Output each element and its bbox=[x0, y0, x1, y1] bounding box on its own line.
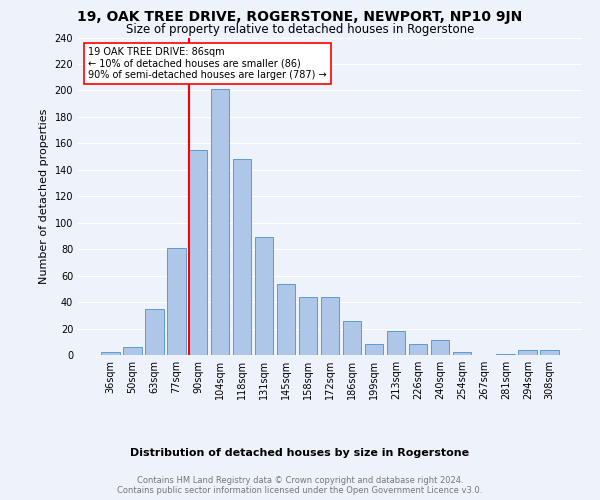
Text: 19 OAK TREE DRIVE: 86sqm
← 10% of detached houses are smaller (86)
90% of semi-d: 19 OAK TREE DRIVE: 86sqm ← 10% of detach… bbox=[88, 47, 327, 80]
Bar bbox=[255, 238, 274, 355]
Bar bbox=[277, 284, 295, 355]
Bar bbox=[518, 350, 537, 355]
Bar bbox=[365, 344, 383, 355]
Y-axis label: Number of detached properties: Number of detached properties bbox=[39, 108, 49, 284]
Bar bbox=[101, 352, 119, 355]
Text: Size of property relative to detached houses in Rogerstone: Size of property relative to detached ho… bbox=[126, 22, 474, 36]
Bar bbox=[431, 340, 449, 355]
Text: Contains HM Land Registry data © Crown copyright and database right 2024.: Contains HM Land Registry data © Crown c… bbox=[137, 476, 463, 485]
Bar bbox=[386, 331, 405, 355]
Bar bbox=[167, 248, 185, 355]
Bar bbox=[211, 89, 229, 355]
Text: Distribution of detached houses by size in Rogerstone: Distribution of detached houses by size … bbox=[130, 448, 470, 458]
Bar bbox=[233, 159, 251, 355]
Bar bbox=[299, 297, 317, 355]
Bar bbox=[541, 350, 559, 355]
Bar bbox=[189, 150, 208, 355]
Bar bbox=[409, 344, 427, 355]
Bar bbox=[343, 320, 361, 355]
Text: 19, OAK TREE DRIVE, ROGERSTONE, NEWPORT, NP10 9JN: 19, OAK TREE DRIVE, ROGERSTONE, NEWPORT,… bbox=[77, 10, 523, 24]
Text: Contains public sector information licensed under the Open Government Licence v3: Contains public sector information licen… bbox=[118, 486, 482, 495]
Bar bbox=[496, 354, 515, 355]
Bar bbox=[452, 352, 471, 355]
Bar bbox=[320, 297, 340, 355]
Bar bbox=[123, 347, 142, 355]
Bar bbox=[145, 308, 164, 355]
